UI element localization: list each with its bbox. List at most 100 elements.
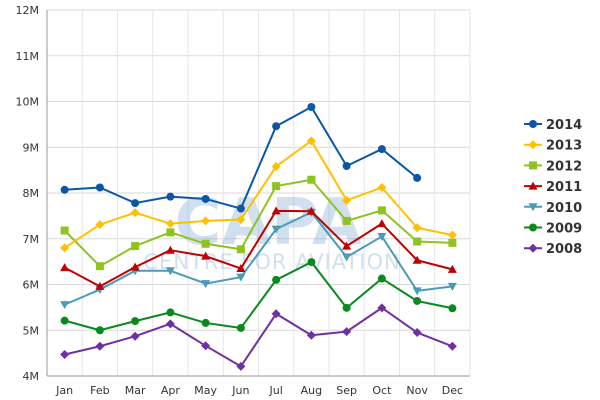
legend-item-2009[interactable]: 2009 — [524, 222, 582, 237]
data-point-2014-Oct — [377, 145, 386, 154]
series-2009 — [60, 258, 457, 335]
data-point-2010-Dec — [447, 282, 457, 291]
legend-marker-2010 — [528, 203, 538, 212]
x-tick-label: Dec — [442, 384, 463, 397]
data-point-2011-Apr — [165, 245, 175, 254]
legend-marker-2008 — [528, 243, 538, 253]
legend-item-2008[interactable]: 2008 — [524, 242, 582, 257]
data-point-2012-Apr — [166, 228, 175, 237]
data-point-2013-Dec — [447, 230, 457, 240]
y-tick-label: 5M — [23, 324, 40, 337]
data-point-2009-Aug — [307, 258, 316, 267]
data-point-2013-Feb — [95, 220, 105, 230]
data-point-2010-May — [201, 280, 211, 289]
data-point-2009-Sep — [342, 303, 351, 312]
capa-watermark: CAPA CENTRE FOR AVIATION — [143, 186, 400, 274]
series-2013 — [60, 136, 457, 253]
data-point-2013-Oct — [377, 183, 387, 193]
data-point-2014-May — [201, 194, 210, 203]
y-tick-label: 11M — [16, 50, 40, 63]
data-point-2010-Oct — [377, 232, 387, 241]
legend[interactable]: 2014 2013 2012 2011 2010 2009 2008 — [524, 118, 582, 257]
data-point-2013-Jun — [236, 215, 246, 225]
legend-label-2008: 2008 — [546, 242, 582, 257]
data-point-2009-Dec — [448, 304, 457, 313]
series-group — [60, 102, 457, 371]
x-tick-label: Jan — [55, 384, 73, 397]
data-point-2013-Aug — [306, 136, 316, 146]
legend-label-2010: 2010 — [546, 201, 582, 216]
data-point-2014-Apr — [166, 192, 175, 201]
data-point-2013-May — [201, 216, 211, 226]
legend-item-2010[interactable]: 2010 — [524, 201, 582, 216]
data-point-2010-Jul — [271, 225, 281, 234]
data-point-2011-Aug — [306, 206, 316, 215]
legend-item-2011[interactable]: 2011 — [524, 180, 582, 195]
data-point-2009-Jun — [236, 323, 245, 332]
data-point-2012-Aug — [307, 175, 316, 184]
data-point-2009-May — [201, 318, 210, 327]
y-tick-label: 4M — [23, 370, 40, 383]
x-tick-label: Sep — [336, 384, 357, 397]
series-2014 — [60, 102, 422, 213]
data-point-2012-Jun — [236, 245, 245, 254]
legend-item-2014[interactable]: 2014 — [524, 118, 582, 133]
data-point-2011-Jul — [271, 206, 281, 215]
data-point-2011-Sep — [342, 241, 352, 250]
data-point-2013-Sep — [342, 195, 352, 205]
data-point-2011-May — [201, 251, 211, 260]
data-point-2009-Apr — [166, 308, 175, 317]
data-point-2014-Feb — [95, 183, 104, 192]
data-point-2014-Mar — [131, 199, 140, 208]
legend-label-2011: 2011 — [546, 180, 582, 195]
data-point-2012-Jan — [60, 226, 69, 235]
x-tick-label: Apr — [161, 384, 181, 397]
data-point-2013-Jul — [271, 161, 281, 171]
y-tick-label: 6M — [23, 279, 40, 292]
series-line-2013 — [64, 139, 453, 249]
data-point-2008-Mar — [130, 331, 140, 341]
data-point-2008-Nov — [412, 328, 422, 338]
data-point-2009-Feb — [95, 326, 104, 335]
data-point-2012-Mar — [131, 242, 140, 251]
data-point-2010-Jan — [60, 301, 70, 310]
x-tick-label: Mar — [125, 384, 146, 397]
legend-marker-2012 — [529, 161, 537, 170]
data-point-2012-Oct — [377, 206, 386, 215]
legend-marker-2011 — [528, 181, 538, 190]
legend-label-2009: 2009 — [546, 222, 582, 237]
legend-item-2013[interactable]: 2013 — [524, 139, 582, 154]
data-point-2011-Feb — [95, 281, 105, 290]
legend-label-2012: 2012 — [546, 159, 582, 174]
data-point-2011-Nov — [412, 255, 422, 264]
data-point-2011-Dec — [447, 264, 457, 273]
data-point-2012-Dec — [448, 238, 457, 247]
y-tick-label: 9M — [23, 141, 40, 154]
series-line-2009 — [64, 261, 453, 332]
legend-marker-2009 — [529, 223, 537, 232]
legend-marker-2013 — [528, 140, 538, 150]
data-point-2008-Sep — [342, 327, 352, 337]
data-point-2009-Jan — [60, 316, 69, 325]
data-point-2008-Dec — [447, 341, 457, 351]
x-tick-label: Nov — [406, 384, 428, 397]
x-tick-label: Aug — [301, 384, 322, 397]
y-tick-label: 8M — [23, 187, 40, 200]
data-point-2009-Jul — [272, 275, 281, 284]
data-point-2008-Apr — [165, 319, 175, 329]
legend-item-2012[interactable]: 2012 — [524, 159, 582, 174]
data-point-2012-Sep — [342, 216, 351, 225]
data-point-2010-Jun — [236, 273, 246, 282]
legend-marker-2014 — [529, 120, 537, 128]
data-point-2011-Jun — [236, 263, 246, 272]
data-point-2014-Aug — [307, 102, 316, 111]
x-tick-label: May — [194, 384, 217, 397]
series-line-2010 — [64, 211, 453, 306]
watermark-tagline: CENTRE FOR AVIATION — [143, 250, 400, 274]
series-2010 — [60, 208, 457, 310]
data-point-2013-Mar — [130, 208, 140, 218]
data-point-2014-Jul — [272, 122, 281, 131]
data-point-2008-Oct — [377, 303, 387, 313]
data-point-2008-Aug — [306, 330, 316, 340]
